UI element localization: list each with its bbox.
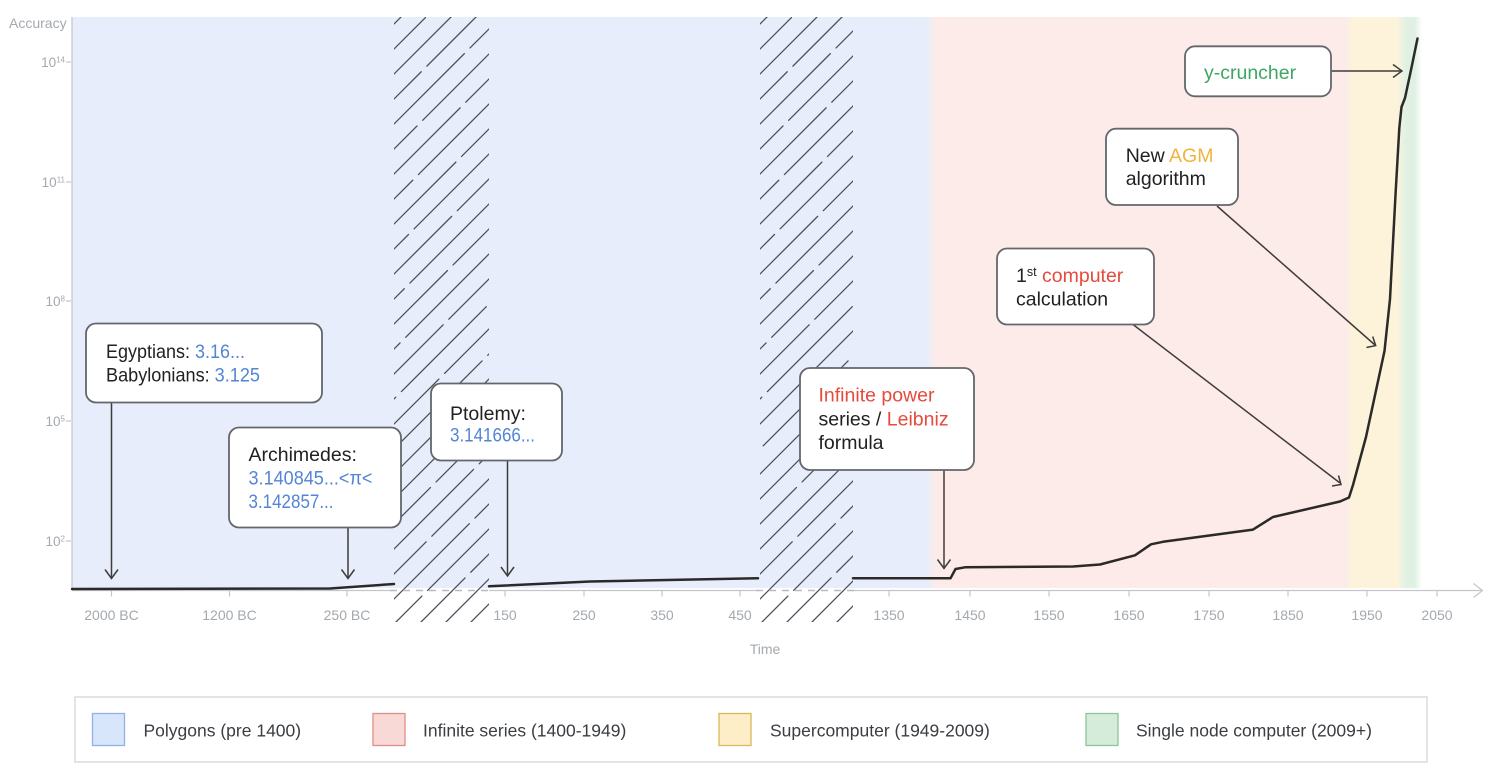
svg-text:150: 150 bbox=[493, 607, 517, 623]
svg-text:2000 BC: 2000 BC bbox=[84, 607, 138, 623]
svg-text:1650: 1650 bbox=[1113, 607, 1144, 623]
svg-text:Egyptians: 3.16...: Egyptians: 3.16... bbox=[106, 341, 245, 363]
svg-text:Infinite series (1400-1949): Infinite series (1400-1949) bbox=[423, 721, 626, 741]
svg-text:1350: 1350 bbox=[873, 607, 904, 623]
svg-text:Supercomputer (1949-2009): Supercomputer (1949-2009) bbox=[770, 721, 990, 741]
svg-text:3.140845...<π<: 3.140845...<π< bbox=[249, 468, 373, 490]
svg-text:108: 108 bbox=[46, 294, 66, 309]
svg-text:formula: formula bbox=[819, 432, 884, 454]
svg-text:calculation: calculation bbox=[1016, 288, 1108, 310]
svg-text:Babylonians: 3.125: Babylonians: 3.125 bbox=[106, 365, 260, 387]
svg-text:y-cruncher: y-cruncher bbox=[1204, 62, 1297, 84]
svg-text:Accuracy: Accuracy bbox=[9, 15, 67, 31]
svg-text:Time: Time bbox=[750, 641, 781, 657]
svg-text:New AGM: New AGM bbox=[1126, 145, 1214, 167]
svg-text:102: 102 bbox=[46, 534, 66, 549]
svg-text:series / Leibniz: series / Leibniz bbox=[819, 408, 949, 430]
svg-text:3.142857...: 3.142857... bbox=[249, 491, 334, 513]
svg-text:1200 BC: 1200 BC bbox=[202, 607, 256, 623]
svg-text:250 BC: 250 BC bbox=[324, 607, 371, 623]
svg-text:350: 350 bbox=[650, 607, 674, 623]
svg-text:Infinite power: Infinite power bbox=[819, 385, 935, 407]
svg-text:2050: 2050 bbox=[1421, 607, 1452, 623]
svg-text:Single node computer (2009+): Single node computer (2009+) bbox=[1136, 721, 1372, 741]
svg-text:1850: 1850 bbox=[1272, 607, 1303, 623]
svg-text:1550: 1550 bbox=[1033, 607, 1064, 623]
svg-text:3.141666...: 3.141666... bbox=[450, 425, 535, 447]
svg-text:1st computer: 1st computer bbox=[1016, 265, 1124, 287]
svg-text:1011: 1011 bbox=[42, 175, 66, 190]
svg-text:450: 450 bbox=[728, 607, 752, 623]
svg-text:Ptolemy:: Ptolemy: bbox=[450, 403, 526, 425]
svg-text:250: 250 bbox=[572, 607, 596, 623]
svg-text:105: 105 bbox=[46, 414, 66, 429]
svg-text:1950: 1950 bbox=[1351, 607, 1382, 623]
svg-text:algorithm: algorithm bbox=[1126, 168, 1206, 190]
svg-text:1750: 1750 bbox=[1193, 607, 1224, 623]
svg-text:Polygons (pre 1400): Polygons (pre 1400) bbox=[144, 721, 302, 741]
svg-text:1450: 1450 bbox=[954, 607, 985, 623]
svg-text:Archimedes:: Archimedes: bbox=[249, 444, 357, 466]
svg-text:1014: 1014 bbox=[41, 55, 65, 70]
